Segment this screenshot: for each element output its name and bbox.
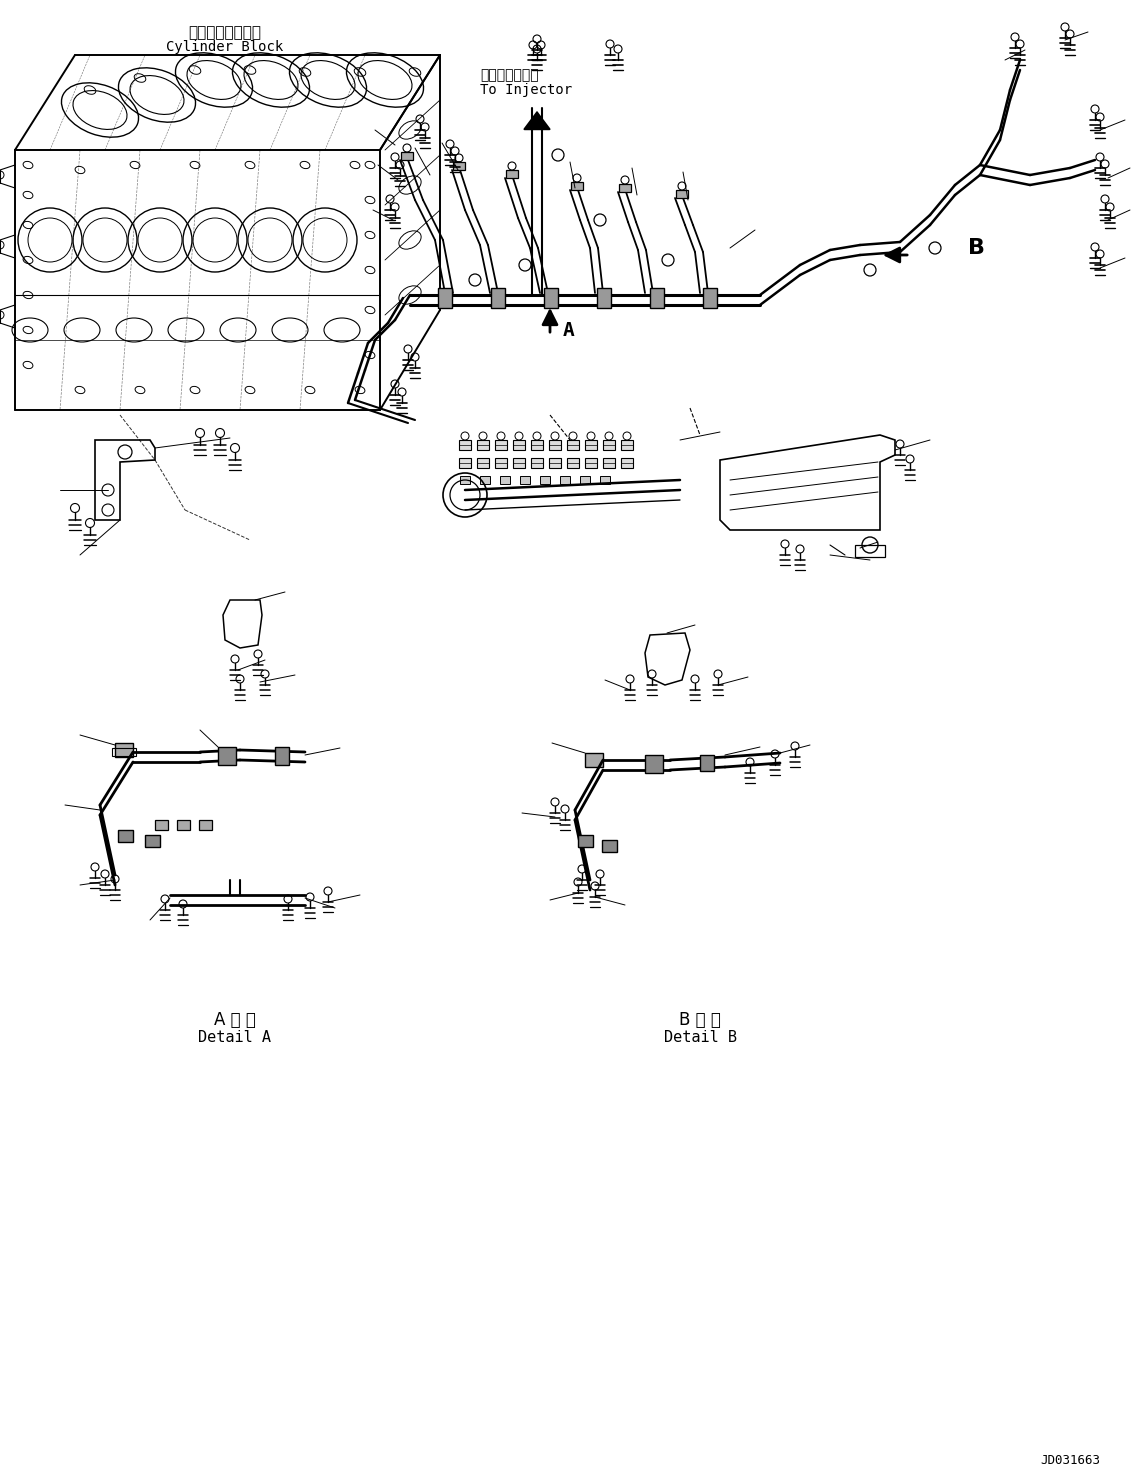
Bar bbox=[585, 458, 597, 467]
Bar bbox=[570, 182, 583, 189]
Bar bbox=[621, 458, 633, 467]
Text: インジェクタヘ: インジェクタヘ bbox=[480, 68, 539, 81]
Bar bbox=[495, 458, 507, 467]
Bar bbox=[560, 476, 570, 484]
Bar bbox=[438, 288, 452, 308]
Text: B 詳 細: B 詳 細 bbox=[679, 1012, 721, 1029]
Bar bbox=[531, 458, 543, 467]
Bar bbox=[602, 840, 617, 852]
Bar bbox=[477, 439, 489, 450]
Bar bbox=[491, 288, 505, 308]
Bar bbox=[477, 458, 489, 467]
Bar bbox=[199, 819, 212, 830]
Bar bbox=[549, 458, 561, 467]
Bar bbox=[513, 458, 525, 467]
Bar bbox=[513, 439, 525, 450]
Text: A 詳 細: A 詳 細 bbox=[215, 1012, 256, 1029]
Bar bbox=[112, 748, 136, 756]
Bar bbox=[600, 476, 610, 484]
Bar bbox=[580, 476, 590, 484]
Text: To Injector: To Injector bbox=[480, 83, 572, 98]
Bar bbox=[567, 439, 578, 450]
Bar bbox=[645, 754, 663, 774]
Bar bbox=[567, 458, 578, 467]
Bar bbox=[549, 439, 561, 450]
Text: B: B bbox=[968, 238, 985, 257]
Bar bbox=[400, 152, 413, 160]
Text: Detail A: Detail A bbox=[199, 1031, 272, 1046]
Bar bbox=[675, 189, 688, 198]
Bar bbox=[585, 439, 597, 450]
Bar bbox=[459, 439, 471, 450]
Bar bbox=[218, 747, 236, 765]
Bar bbox=[500, 476, 510, 484]
Bar bbox=[544, 288, 558, 308]
Bar bbox=[602, 439, 615, 450]
Text: Detail B: Detail B bbox=[664, 1031, 736, 1046]
Bar bbox=[520, 476, 531, 484]
Bar bbox=[597, 288, 610, 308]
Bar bbox=[602, 458, 615, 467]
Text: JD031663: JD031663 bbox=[1039, 1454, 1100, 1467]
Bar bbox=[620, 183, 631, 192]
Bar bbox=[495, 439, 507, 450]
Text: シリンダブロック: シリンダブロック bbox=[188, 25, 261, 40]
Bar bbox=[145, 836, 160, 847]
Bar bbox=[275, 747, 289, 765]
Bar bbox=[460, 476, 470, 484]
Bar bbox=[115, 742, 133, 757]
Bar bbox=[578, 836, 593, 847]
Bar bbox=[531, 439, 543, 450]
Bar bbox=[703, 288, 717, 308]
Bar bbox=[459, 458, 471, 467]
Bar bbox=[505, 170, 518, 177]
Bar bbox=[480, 476, 489, 484]
Bar bbox=[699, 754, 714, 771]
Bar bbox=[453, 163, 466, 170]
Text: A: A bbox=[563, 321, 575, 340]
Bar bbox=[855, 544, 885, 558]
Bar bbox=[585, 753, 602, 768]
Bar bbox=[118, 830, 133, 842]
Text: Cylinder Block: Cylinder Block bbox=[167, 40, 284, 55]
Bar bbox=[621, 439, 633, 450]
Bar bbox=[540, 476, 550, 484]
Bar bbox=[650, 288, 664, 308]
Bar bbox=[155, 819, 168, 830]
Bar bbox=[177, 819, 191, 830]
